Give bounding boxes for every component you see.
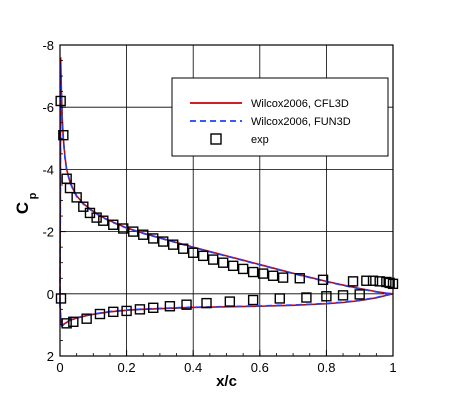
exp-marker-38 — [68, 316, 79, 327]
y-tick-label-1: -6 — [42, 100, 54, 115]
exp-marker-48 — [224, 296, 236, 307]
x-tick-label-3: 0.6 — [251, 360, 269, 375]
x-tick-label-1: 0.2 — [118, 360, 136, 375]
exp-marker-51 — [301, 292, 312, 303]
x-tick-label-2: 0.4 — [184, 360, 202, 375]
exp-marker-49 — [247, 294, 259, 306]
exp-marker-28 — [317, 274, 329, 286]
legend: Wilcox2006, CFL3D Wilcox2006, FUN3D exp — [171, 77, 389, 157]
exp-marker-32 — [374, 276, 385, 287]
legend-box — [171, 77, 389, 157]
exp-marker-25 — [267, 270, 279, 281]
exp-marker-9 — [108, 219, 119, 230]
exp-marker-30 — [361, 275, 372, 286]
exp-marker-26 — [277, 272, 289, 283]
x-tick-label-4: 0.8 — [317, 360, 335, 375]
legend-label-fun3d: Wilcox2006, FUN3D — [251, 116, 351, 128]
exp-marker-15 — [168, 239, 179, 250]
exp-marker-31 — [367, 275, 379, 286]
x-tick-label-0: 0 — [56, 360, 63, 375]
exp-marker-29 — [347, 276, 359, 287]
exp-marker-21 — [227, 260, 239, 272]
exp-marker-40 — [94, 308, 106, 320]
legend-label-cfl3d: Wilcox2006, CFL3D — [251, 98, 349, 110]
legend-swatch-exp — [210, 133, 222, 145]
exp-marker-11 — [128, 226, 139, 237]
exp-marker-45 — [164, 301, 176, 312]
exp-marker-33 — [381, 276, 392, 288]
series-1-upper-line — [59, 63, 394, 304]
y-axis-label-subscript: p — [27, 192, 39, 199]
axis-ticks: 0 0.2 0.4 0.6 0.8 1-8-6-4-202 — [42, 38, 396, 375]
exp-marker-0 — [55, 95, 66, 107]
exp-marker-44 — [148, 302, 159, 313]
exp-marker-4 — [71, 192, 82, 203]
exp-marker-18 — [197, 250, 209, 262]
exp-marker-27 — [294, 273, 305, 284]
exp-marker-12 — [138, 229, 149, 240]
exp-marker-17 — [187, 247, 199, 258]
y-tick-label-0: -8 — [42, 38, 54, 53]
exp-marker-20 — [217, 257, 229, 268]
exp-marker-42 — [121, 305, 132, 317]
exp-marker-8 — [98, 215, 109, 226]
exp-marker-22 — [237, 263, 249, 275]
exp-marker-46 — [181, 299, 192, 310]
x-axis-label: x/c — [216, 373, 237, 390]
legend-label-exp: exp — [251, 134, 269, 146]
exp-marker-47 — [201, 297, 212, 309]
exp-marker-3 — [64, 182, 76, 194]
exp-marker-23 — [247, 266, 259, 278]
exp-marker-1 — [58, 129, 69, 141]
exp-marker-43 — [134, 304, 146, 315]
y-tick-label-3: -2 — [42, 225, 54, 240]
exp-marker-7 — [91, 212, 102, 223]
exp-marker-34 — [384, 277, 395, 289]
exp-marker-41 — [108, 306, 119, 318]
exp-marker-50 — [274, 293, 285, 304]
exp-markers — [55, 95, 399, 329]
exp-marker-53 — [337, 290, 349, 301]
exp-marker-52 — [321, 291, 332, 302]
exp-marker-13 — [148, 233, 159, 244]
exp-marker-5 — [78, 201, 89, 212]
exp-marker-39 — [81, 313, 92, 324]
y-tick-label-2: -4 — [42, 162, 54, 177]
exp-marker-14 — [158, 236, 169, 247]
y-axis-label-main: C — [13, 202, 32, 214]
exp-marker-24 — [257, 268, 269, 279]
exp-marker-54 — [354, 289, 365, 300]
exp-marker-19 — [207, 254, 219, 265]
y-tick-label-4: 0 — [47, 287, 54, 302]
exp-marker-16 — [178, 243, 189, 254]
y-axis-label: C p — [13, 192, 39, 214]
x-tick-label-5: 1 — [389, 360, 396, 375]
exp-marker-37 — [61, 318, 72, 329]
y-tick-label-5: 2 — [47, 349, 54, 364]
exp-marker-10 — [118, 223, 129, 234]
